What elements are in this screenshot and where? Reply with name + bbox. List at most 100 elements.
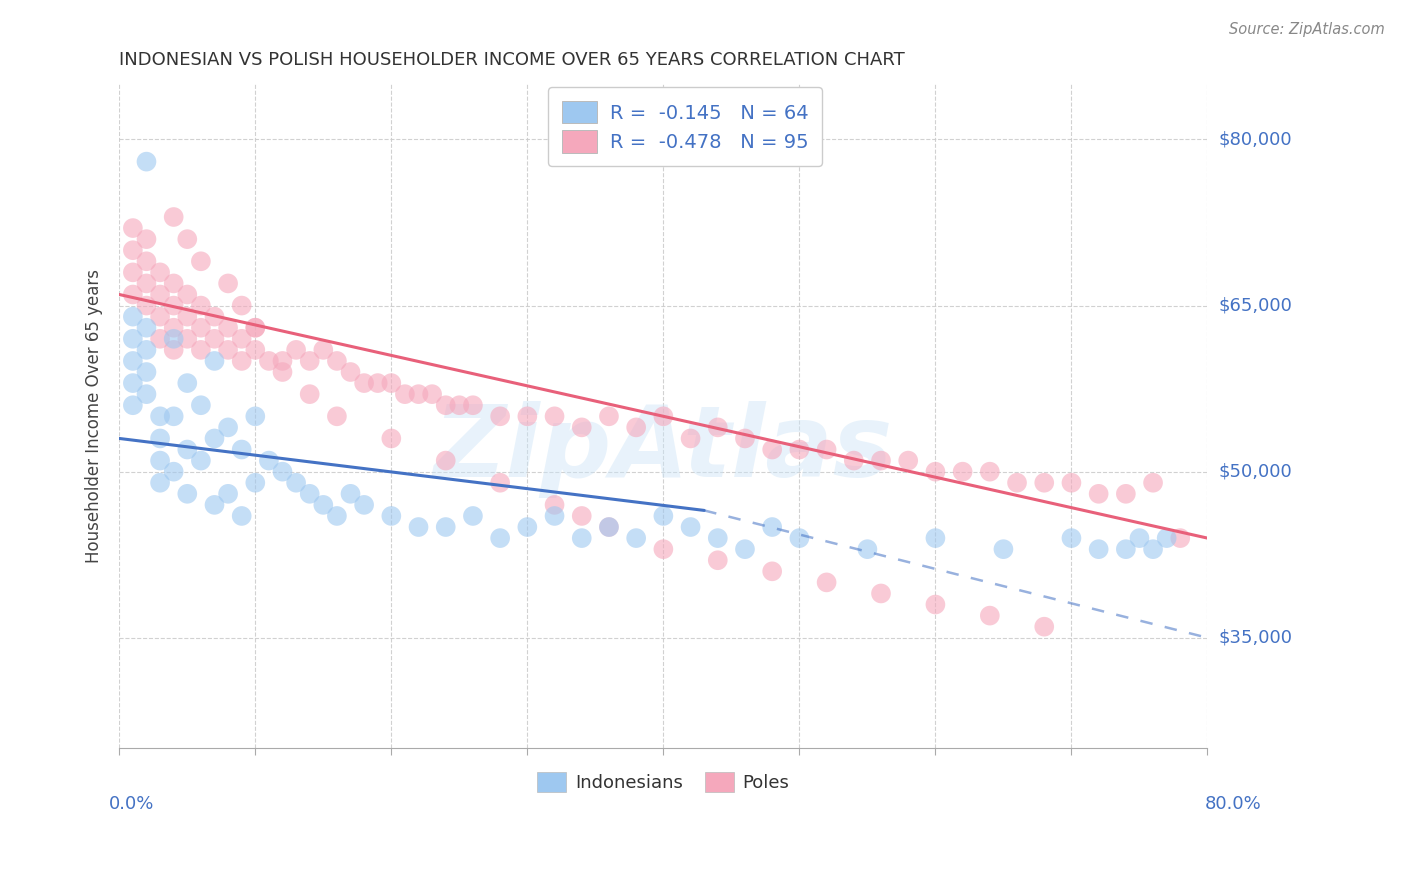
Text: INDONESIAN VS POLISH HOUSEHOLDER INCOME OVER 65 YEARS CORRELATION CHART: INDONESIAN VS POLISH HOUSEHOLDER INCOME … (120, 51, 905, 69)
Point (176, 442, 198, 457)
Point (149, 409, 172, 424)
Point (149, 475, 172, 490)
Text: $50,000: $50,000 (1219, 463, 1292, 481)
Point (1115, 487, 1137, 501)
Point (571, 420, 593, 434)
Point (789, 442, 811, 457)
Point (122, 376, 145, 390)
Point (135, 365, 157, 379)
Point (176, 332, 198, 346)
Point (231, 508, 253, 523)
Point (149, 310, 172, 324)
Point (122, 332, 145, 346)
Point (842, 453, 865, 467)
Point (217, 320, 239, 334)
Point (271, 365, 294, 379)
Point (761, 520, 783, 534)
Point (204, 332, 226, 346)
Point (135, 343, 157, 357)
Point (408, 387, 430, 401)
Point (122, 398, 145, 412)
Point (489, 409, 512, 424)
Point (571, 508, 593, 523)
Point (543, 498, 565, 512)
Point (149, 453, 172, 467)
Point (190, 343, 212, 357)
Point (952, 465, 974, 479)
Point (353, 376, 375, 390)
Point (339, 487, 361, 501)
Point (516, 520, 538, 534)
Point (1033, 620, 1056, 634)
Point (815, 442, 838, 457)
Point (326, 354, 349, 368)
Point (245, 475, 267, 490)
Point (204, 310, 226, 324)
Point (135, 387, 157, 401)
Point (163, 210, 186, 224)
Point (149, 265, 172, 279)
Point (1168, 531, 1191, 545)
Point (1005, 475, 1028, 490)
Point (231, 299, 253, 313)
Point (434, 520, 457, 534)
Point (298, 487, 321, 501)
Point (1142, 542, 1164, 557)
Point (652, 409, 675, 424)
Text: 0.0%: 0.0% (108, 795, 153, 813)
Point (204, 498, 226, 512)
Point (679, 432, 702, 446)
Point (815, 575, 838, 590)
Point (149, 432, 172, 446)
Point (190, 254, 212, 268)
Point (856, 542, 879, 557)
Point (367, 376, 389, 390)
Point (231, 442, 253, 457)
Point (135, 232, 157, 246)
Point (924, 465, 946, 479)
Point (204, 354, 226, 368)
Point (598, 409, 620, 424)
Point (924, 531, 946, 545)
Point (394, 387, 416, 401)
Point (326, 409, 349, 424)
Point (149, 287, 172, 301)
Point (122, 265, 145, 279)
Point (870, 586, 893, 600)
Point (135, 254, 157, 268)
Point (420, 387, 443, 401)
Point (761, 564, 783, 578)
Text: $35,000: $35,000 (1219, 629, 1292, 647)
Point (190, 320, 212, 334)
Text: $80,000: $80,000 (1219, 130, 1292, 148)
Point (707, 531, 730, 545)
Point (257, 453, 280, 467)
Point (516, 409, 538, 424)
Point (231, 332, 253, 346)
Point (217, 277, 239, 291)
Point (217, 487, 239, 501)
Point (543, 508, 565, 523)
Point (1060, 475, 1083, 490)
Point (312, 343, 335, 357)
Point (163, 299, 186, 313)
Point (598, 520, 620, 534)
Point (897, 453, 920, 467)
Point (217, 420, 239, 434)
Point (122, 354, 145, 368)
Point (1087, 487, 1109, 501)
Point (285, 343, 308, 357)
Point (149, 332, 172, 346)
Text: 80.0%: 80.0% (1205, 795, 1261, 813)
Point (231, 354, 253, 368)
Point (245, 320, 267, 334)
Point (1142, 475, 1164, 490)
Point (122, 310, 145, 324)
Point (122, 287, 145, 301)
Point (163, 277, 186, 291)
Point (204, 432, 226, 446)
Point (624, 531, 647, 545)
Point (245, 409, 267, 424)
Point (870, 453, 893, 467)
Point (1087, 542, 1109, 557)
